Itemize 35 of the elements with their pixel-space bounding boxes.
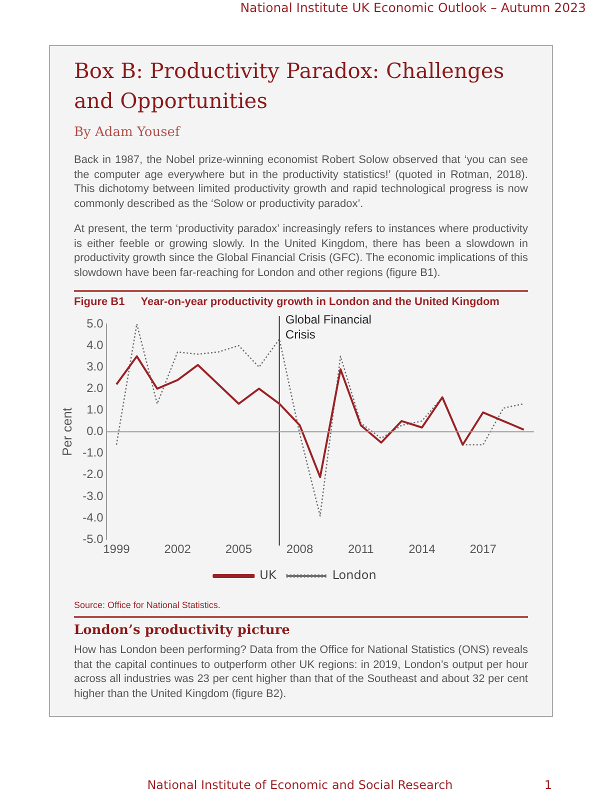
x-tick-label: 2002 <box>164 542 192 556</box>
chart-title: Year-on-year productivity growth in London and the United Kingdom <box>140 296 500 308</box>
y-tick-label: 4.0 <box>86 338 104 352</box>
y-tick-label: -3.0 <box>82 488 104 503</box>
legend-label: London <box>332 568 376 582</box>
x-tick-label: 1999 <box>103 542 130 556</box>
y-axis-title: Per cent <box>59 407 74 456</box>
x-tick-label: 2011 <box>348 542 374 556</box>
x-tick-label: 2005 <box>225 542 252 556</box>
text: By Adam Yousef <box>74 125 182 140</box>
y-tick-label: -5.0 <box>82 532 104 546</box>
y-tick-label: -1.0 <box>82 446 104 460</box>
text: How has London been performing? Data from the Office for National Statistics (ONS) reveals that the capital continues to outperform other UK regions: in 2019, London’s output per hour across all industries was 23 per cent higher than that of the Southeast and about 32 per cent higher than the United Kingdom (figure B2). <box>74 643 528 701</box>
y-tick-label: 5.0 <box>86 316 104 330</box>
y-tick-label: -4.0 <box>82 510 104 524</box>
caption: Figure B1 <box>74 296 125 308</box>
x-tick-label: 2008 <box>286 542 314 556</box>
text: Back in 1987, the Nobel prize-winning economist Robert Solow observed that ‘you can see the computer age everywhere but in the productivity statistics!’ (quoted in Rotman, 2018). This dichotomy between limited productivity growth and rapid technological progress is now commonly described as the ‘Solow or productivity paradox’. <box>74 153 528 211</box>
ref-line-label: Global Financial Crisis <box>285 312 372 342</box>
text: At present, the term ‘productivity paradox’ increasingly refers to instances where productivity is either feeble or growing slowly. In the United Kingdom, there has been a slowdown in productivity growth since the Global Financial Crisis (GFC). The economic implications of this slowdown have been far-reaching for London and other regions (figure B1). <box>74 222 528 280</box>
legend-label: UK <box>260 568 278 582</box>
y-tick-label: 2.0 <box>86 380 104 395</box>
y-tick-label: -2.0 <box>82 467 104 482</box>
y-tick-label: 1.0 <box>86 402 104 417</box>
source-note: Source: Office for National Statistics. <box>74 599 222 612</box>
line-series <box>116 324 524 517</box>
x-tick-label: 2014 <box>408 542 436 556</box>
x-tick-label: 2017 <box>470 542 497 556</box>
text: Box B: Productivity Paradox: Challenges and Opportunities <box>74 58 506 115</box>
text: 1 <box>544 778 552 792</box>
text: National Institute UK Economic Outlook – Autumn 2023 <box>240 0 586 15</box>
y-tick-label: 0.0 <box>86 424 104 438</box>
y-tick-label: 3.0 <box>86 359 104 374</box>
text: London’s productivity picture <box>74 623 291 638</box>
text: National Institute of Economic and Social Research <box>147 778 453 792</box>
